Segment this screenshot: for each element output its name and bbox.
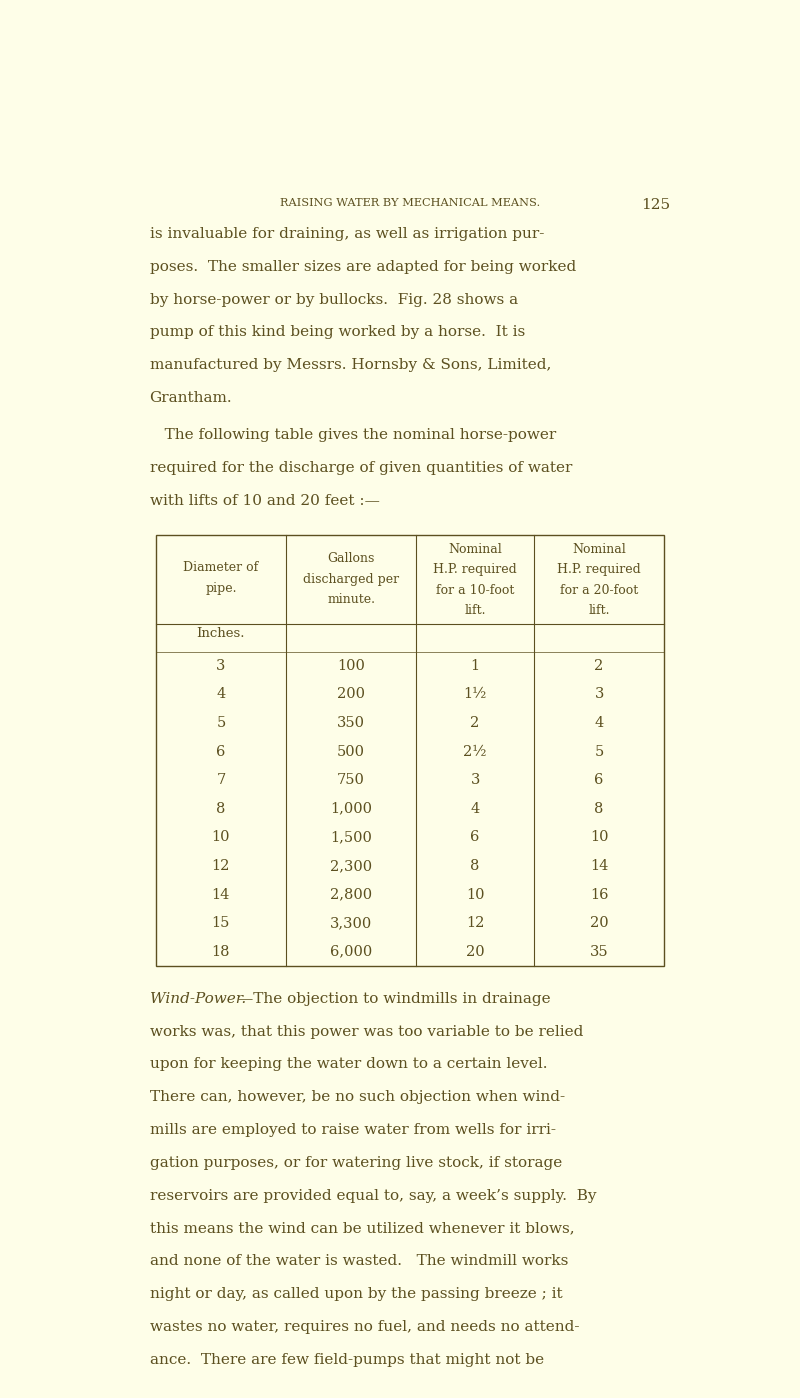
Text: by horse-power or by bullocks.  Fig. 28 shows a: by horse-power or by bullocks. Fig. 28 s…	[150, 292, 518, 306]
Text: with lifts of 10 and 20 feet :—: with lifts of 10 and 20 feet :—	[150, 493, 379, 507]
Text: for a 10-foot: for a 10-foot	[436, 584, 514, 597]
Text: this means the wind can be utilized whenever it blows,: this means the wind can be utilized when…	[150, 1222, 574, 1236]
Text: ance.  There are few field-pumps that might not be: ance. There are few field-pumps that mig…	[150, 1353, 544, 1367]
Text: H.P. required: H.P. required	[558, 563, 641, 576]
Text: manufactured by Messrs. Hornsby & Sons, Limited,: manufactured by Messrs. Hornsby & Sons, …	[150, 358, 551, 372]
Text: 15: 15	[212, 916, 230, 930]
Text: 18: 18	[212, 945, 230, 959]
Text: 3,300: 3,300	[330, 916, 372, 930]
Text: 125: 125	[642, 199, 670, 212]
Text: There can, however, be no such objection when wind-: There can, however, be no such objection…	[150, 1090, 565, 1104]
Text: The following table gives the nominal horse-power: The following table gives the nominal ho…	[150, 428, 556, 442]
Text: 3: 3	[216, 658, 226, 672]
Text: is invaluable for draining, as well as irrigation pur-: is invaluable for draining, as well as i…	[150, 226, 544, 240]
Text: Inches.: Inches.	[197, 626, 245, 640]
Text: 8: 8	[470, 858, 480, 872]
Text: lift.: lift.	[464, 604, 486, 618]
Text: pump of this kind being worked by a horse.  It is: pump of this kind being worked by a hors…	[150, 326, 525, 340]
Text: Nominal: Nominal	[448, 542, 502, 556]
Text: H.P. required: H.P. required	[434, 563, 517, 576]
Text: night or day, as called upon by the passing breeze ; it: night or day, as called upon by the pass…	[150, 1288, 562, 1302]
Text: 8: 8	[594, 802, 604, 816]
Text: 100: 100	[337, 658, 365, 672]
Text: wastes no water, requires no fuel, and needs no attend-: wastes no water, requires no fuel, and n…	[150, 1320, 579, 1334]
Text: 200: 200	[337, 688, 365, 702]
Text: 7: 7	[216, 773, 226, 787]
Text: 12: 12	[466, 916, 484, 930]
Text: Wind-Power.: Wind-Power.	[150, 991, 246, 1005]
Text: upon for keeping the water down to a certain level.: upon for keeping the water down to a cer…	[150, 1057, 547, 1071]
Text: RAISING WATER BY MECHANICAL MEANS.: RAISING WATER BY MECHANICAL MEANS.	[280, 199, 540, 208]
Text: Grantham.: Grantham.	[150, 391, 232, 405]
Text: 750: 750	[337, 773, 365, 787]
Text: 10: 10	[466, 888, 484, 902]
Text: 1,500: 1,500	[330, 830, 372, 844]
Text: 3: 3	[470, 773, 480, 787]
Text: 6: 6	[216, 745, 226, 759]
Text: minute.: minute.	[327, 593, 375, 605]
Text: and none of the water is wasted.   The windmill works: and none of the water is wasted. The win…	[150, 1254, 568, 1268]
Text: —The objection to windmills in drainage: —The objection to windmills in drainage	[238, 991, 550, 1005]
Text: 14: 14	[212, 888, 230, 902]
Text: 350: 350	[337, 716, 365, 730]
Text: 1: 1	[470, 658, 480, 672]
Text: 1,000: 1,000	[330, 802, 372, 816]
Text: 5: 5	[594, 745, 604, 759]
Text: 2: 2	[470, 716, 480, 730]
Text: gation purposes, or for watering live stock, if storage: gation purposes, or for watering live st…	[150, 1156, 562, 1170]
Text: 6,000: 6,000	[330, 945, 372, 959]
Text: 10: 10	[590, 830, 608, 844]
Text: mills are employed to raise water from wells for irri-: mills are employed to raise water from w…	[150, 1123, 555, 1137]
Text: pipe.: pipe.	[205, 582, 237, 594]
Text: discharged per: discharged per	[303, 573, 399, 586]
Text: for a 20-foot: for a 20-foot	[560, 584, 638, 597]
Text: 35: 35	[590, 945, 609, 959]
Text: 3: 3	[594, 688, 604, 702]
Text: 8: 8	[216, 802, 226, 816]
Text: 4: 4	[470, 802, 480, 816]
Text: 16: 16	[590, 888, 608, 902]
Text: Gallons: Gallons	[327, 552, 374, 565]
Text: Nominal: Nominal	[572, 542, 626, 556]
Text: works was, that this power was too variable to be relied: works was, that this power was too varia…	[150, 1025, 583, 1039]
Text: 5: 5	[216, 716, 226, 730]
Text: 6: 6	[594, 773, 604, 787]
Text: lift.: lift.	[588, 604, 610, 618]
Text: 2,300: 2,300	[330, 858, 372, 872]
Text: 14: 14	[590, 858, 608, 872]
Text: 2½: 2½	[463, 745, 486, 759]
Text: required for the discharge of given quantities of water: required for the discharge of given quan…	[150, 461, 572, 475]
Bar	[156, 535, 664, 966]
Text: 20: 20	[466, 945, 485, 959]
Text: Diameter of: Diameter of	[183, 561, 258, 575]
Text: 4: 4	[216, 688, 226, 702]
Text: 2,800: 2,800	[330, 888, 372, 902]
Text: 2: 2	[594, 658, 604, 672]
Text: 10: 10	[212, 830, 230, 844]
Text: reservoirs are provided equal to, say, a week’s supply.  By: reservoirs are provided equal to, say, a…	[150, 1188, 596, 1202]
Text: 500: 500	[337, 745, 365, 759]
Text: 4: 4	[594, 716, 604, 730]
Text: 1½: 1½	[463, 688, 486, 702]
Text: 20: 20	[590, 916, 609, 930]
Text: poses.  The smaller sizes are adapted for being worked: poses. The smaller sizes are adapted for…	[150, 260, 576, 274]
Text: 6: 6	[470, 830, 480, 844]
Text: 12: 12	[212, 858, 230, 872]
